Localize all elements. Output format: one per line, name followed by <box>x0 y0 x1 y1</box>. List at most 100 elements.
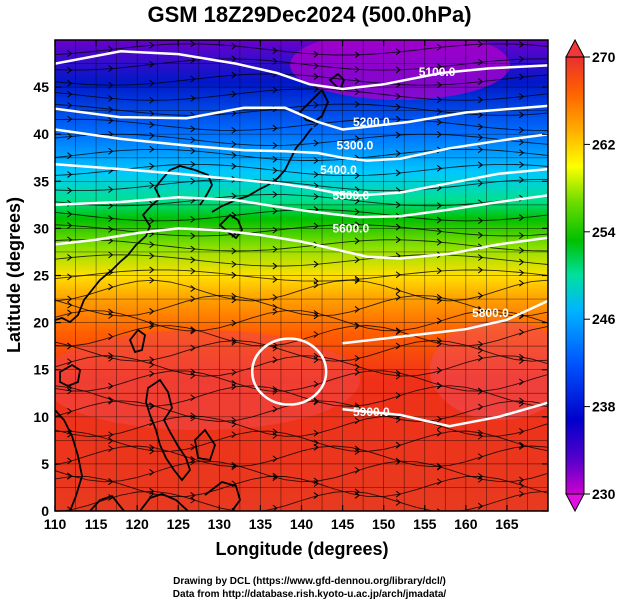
wind-arrow <box>108 445 114 453</box>
colorbar-ticks: 230 238 246 254 262 270 <box>584 49 616 502</box>
y-tick-label: 20 <box>33 315 49 331</box>
wind-arrow <box>272 86 278 94</box>
y-tick-label: 30 <box>33 220 49 236</box>
wind-arrow <box>149 110 155 118</box>
wind-arrow <box>395 369 401 377</box>
wind-arrow <box>108 396 114 404</box>
wind-arrow <box>477 354 484 362</box>
wind-arrow <box>149 308 155 315</box>
credit-drawing: Drawing by DCL (https://www.gfd-dennou.o… <box>173 576 446 587</box>
wind-arrow <box>477 306 484 313</box>
wind-arrow <box>477 58 484 66</box>
wind-arrow <box>477 231 484 239</box>
wind-arrow <box>190 412 196 420</box>
wind-arrow <box>231 71 237 79</box>
wind-arrow <box>231 140 237 148</box>
wind-arrow <box>108 478 114 486</box>
wind-arrow <box>231 271 237 279</box>
wind-arrow <box>313 139 319 147</box>
wind-arrow <box>108 333 114 341</box>
wind-arrow <box>231 162 237 170</box>
wind-arrow <box>67 171 73 178</box>
wind-arrow <box>354 88 360 96</box>
wind-arrow <box>436 108 443 116</box>
wind-arrow <box>436 81 443 89</box>
wind-arrow <box>313 222 319 230</box>
wind-arrow <box>190 496 196 504</box>
wind-arrow <box>108 268 114 276</box>
wind-arrow <box>190 267 196 275</box>
streamline <box>55 415 548 437</box>
wind-arrow <box>395 372 401 380</box>
wind-arrow <box>313 356 319 364</box>
x-tick-label: 165 <box>495 516 519 532</box>
wind-arrow <box>272 47 278 54</box>
wind-arrow <box>436 429 443 437</box>
x-tick-label: 135 <box>249 516 273 532</box>
wind-arrow <box>231 319 237 327</box>
wind-arrow <box>477 179 484 187</box>
wind-arrow <box>108 186 114 193</box>
wind-arrow <box>354 354 360 362</box>
wind-arrow <box>231 151 237 159</box>
colorbar-top-cap <box>565 38 585 58</box>
wind-arrow <box>395 223 401 231</box>
wind-arrow <box>354 277 360 285</box>
wind-arrow <box>477 346 484 354</box>
wind-arrow <box>477 78 484 85</box>
wind-arrow <box>436 216 443 224</box>
x-tick-label: 145 <box>331 516 355 532</box>
wind-arrow <box>519 482 525 490</box>
wind-arrow <box>519 41 525 48</box>
wind-arrow <box>231 461 237 469</box>
wind-arrow <box>231 337 237 344</box>
wind-arrow <box>272 167 278 174</box>
wind-arrow <box>395 131 401 139</box>
wind-arrow <box>477 123 484 131</box>
streamline <box>55 133 548 146</box>
wind-arrow <box>313 73 319 80</box>
wind-arrow <box>67 132 73 140</box>
wind-arrow <box>272 432 278 439</box>
colorbar-tick-label: 230 <box>592 486 616 502</box>
wind-arrow <box>436 463 443 470</box>
wind-arrow <box>272 356 278 364</box>
wind-arrow <box>67 309 73 317</box>
x-tick-label: 140 <box>290 516 314 532</box>
wind-arrow <box>519 111 525 119</box>
wind-arrow <box>108 147 114 155</box>
wind-arrow <box>313 492 319 499</box>
streamline <box>55 73 548 86</box>
wind-arrow <box>272 472 278 480</box>
wind-arrow <box>272 294 278 301</box>
wind-arrow <box>149 96 155 104</box>
wind-arrow <box>354 100 360 108</box>
wind-arrow <box>190 285 196 292</box>
contour-label: 5900.0 <box>353 405 390 419</box>
wind-arrow <box>436 118 443 126</box>
map-plot-area: 5100.0 5200.0 5300.0 5400.0 5500.0 5600.0 5800… <box>55 40 548 511</box>
wind-arrow <box>477 40 484 48</box>
wind-arrow <box>436 297 443 305</box>
wind-arrow <box>272 124 278 132</box>
wind-arrow <box>354 322 360 330</box>
contour-line <box>55 50 548 91</box>
wind-arrow <box>477 429 484 437</box>
wind-arrow <box>354 208 360 216</box>
x-tick-label: 130 <box>208 516 232 532</box>
contour-line <box>55 194 548 219</box>
wind-arrow <box>149 80 155 87</box>
wind-arrow <box>519 73 525 81</box>
wind-arrow <box>436 317 443 325</box>
streamline <box>55 430 548 452</box>
wind-arrow <box>436 508 442 511</box>
wind-arrow <box>67 472 73 480</box>
wind-arrow <box>190 177 196 185</box>
colorbar-tick-label: 254 <box>592 224 616 240</box>
wind-arrow <box>519 441 525 449</box>
streamline <box>55 88 548 101</box>
wind-arrow <box>436 267 443 275</box>
wind-arrow <box>354 51 360 59</box>
wind-arrow <box>108 283 114 291</box>
wind-arrow <box>149 252 155 260</box>
